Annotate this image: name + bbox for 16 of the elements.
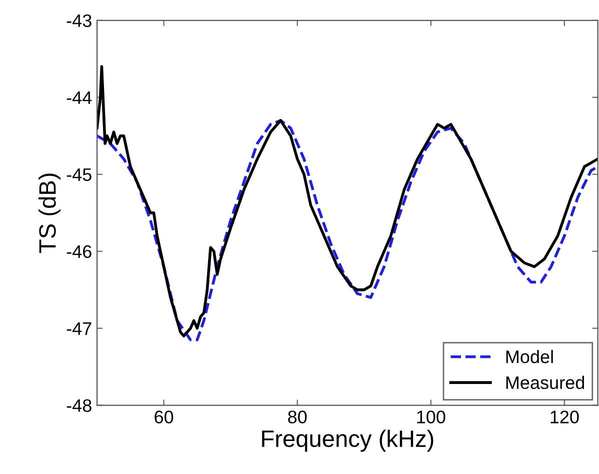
x-tick-label: 60 [154, 410, 174, 424]
y-tick-label: -45 [66, 168, 92, 182]
y-tick-label: -48 [66, 399, 92, 412]
y-tick-label: -46 [66, 245, 92, 258]
y-tick-label: -43 [66, 14, 92, 28]
line-series [97, 65, 598, 338]
y-tick-label: -44 [66, 91, 92, 104]
y-axis-title: TS (dB) [38, 174, 61, 253]
legend-label: Model [506, 350, 553, 364]
line-series [97, 119, 598, 342]
x-axis-title: Frequency (kHz) [262, 430, 434, 452]
x-tick-label: 100 [417, 410, 446, 424]
y-tick-label: -47 [66, 322, 92, 335]
x-tick-label: 120 [550, 410, 579, 424]
x-tick-label: 80 [288, 410, 307, 424]
legend-label: Measured [506, 376, 584, 390]
